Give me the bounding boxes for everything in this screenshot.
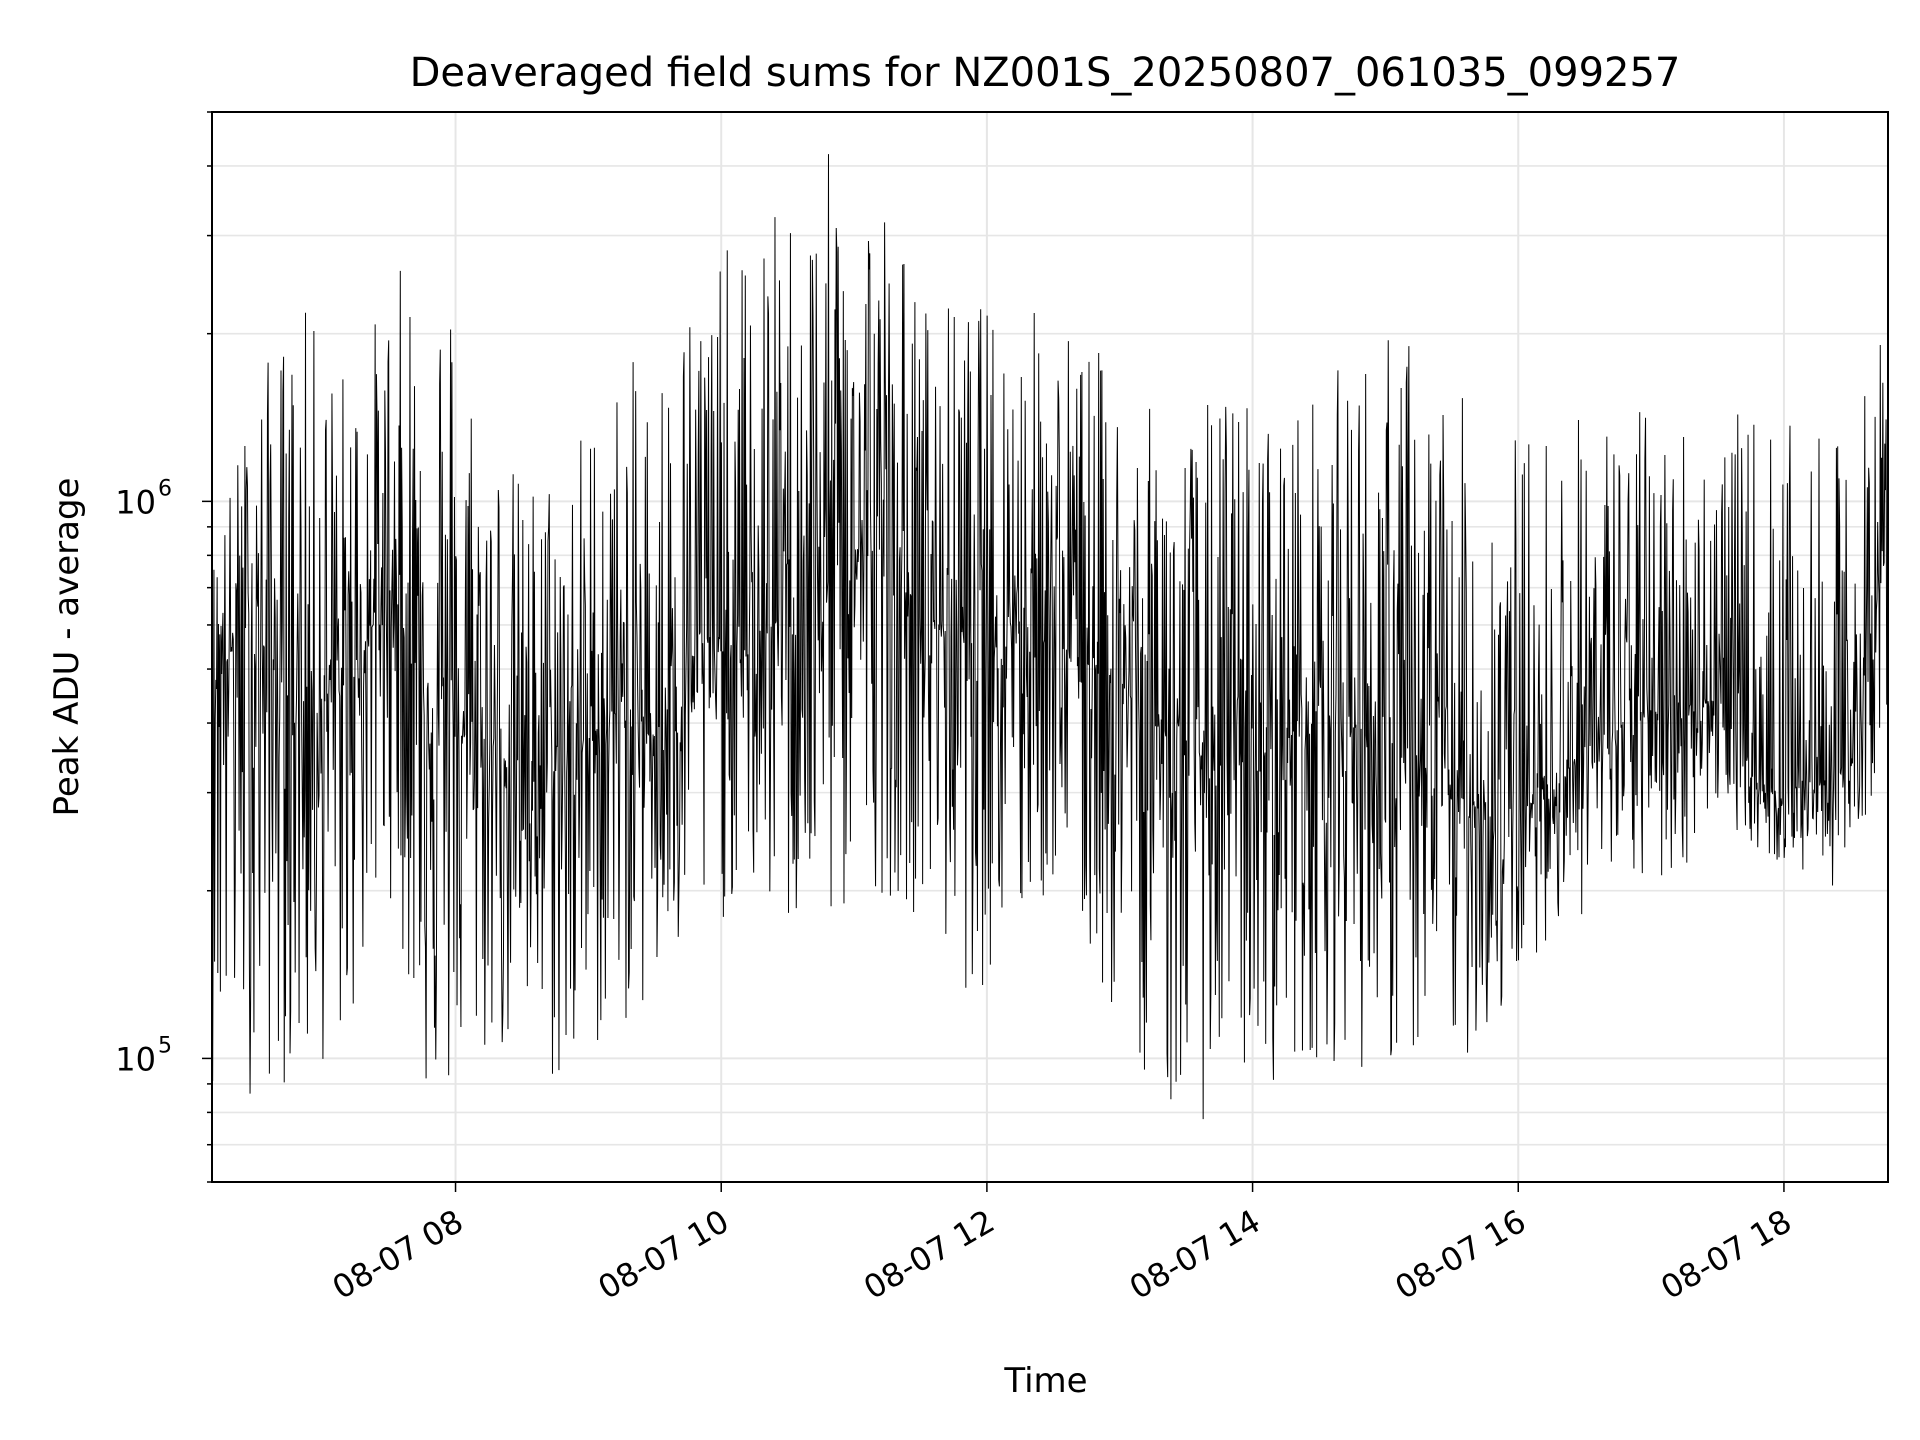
y-tick-label: 10 [115, 1040, 156, 1078]
x-tick-label: 08-07 08 [326, 1202, 470, 1307]
x-axis: 08-07 08 08-07 10 08-07 12 08-07 14 08-07 16… [326, 1182, 1798, 1307]
x-tick-label: 08-07 14 [1123, 1202, 1267, 1307]
plot-frame [211, 111, 1889, 1183]
series-line [211, 154, 1889, 1120]
y-tick-exponent: 5 [158, 1033, 172, 1058]
x-tick-label: 08-07 18 [1654, 1202, 1798, 1307]
y-tick-label: 10 [115, 483, 156, 521]
x-tick-label: 08-07 12 [857, 1202, 1001, 1307]
x-tick-label: 08-07 16 [1389, 1202, 1533, 1307]
x-tick-label: 08-07 10 [592, 1202, 736, 1307]
y-tick-exponent: 6 [158, 476, 172, 501]
y-axis-label: Peak ADU - average [47, 478, 87, 817]
x-axis-label: Time [1003, 1361, 1087, 1401]
series-layer [211, 154, 1889, 1120]
chart-title: Deaveraged field sums for NZ001S_2025080… [410, 50, 1681, 96]
